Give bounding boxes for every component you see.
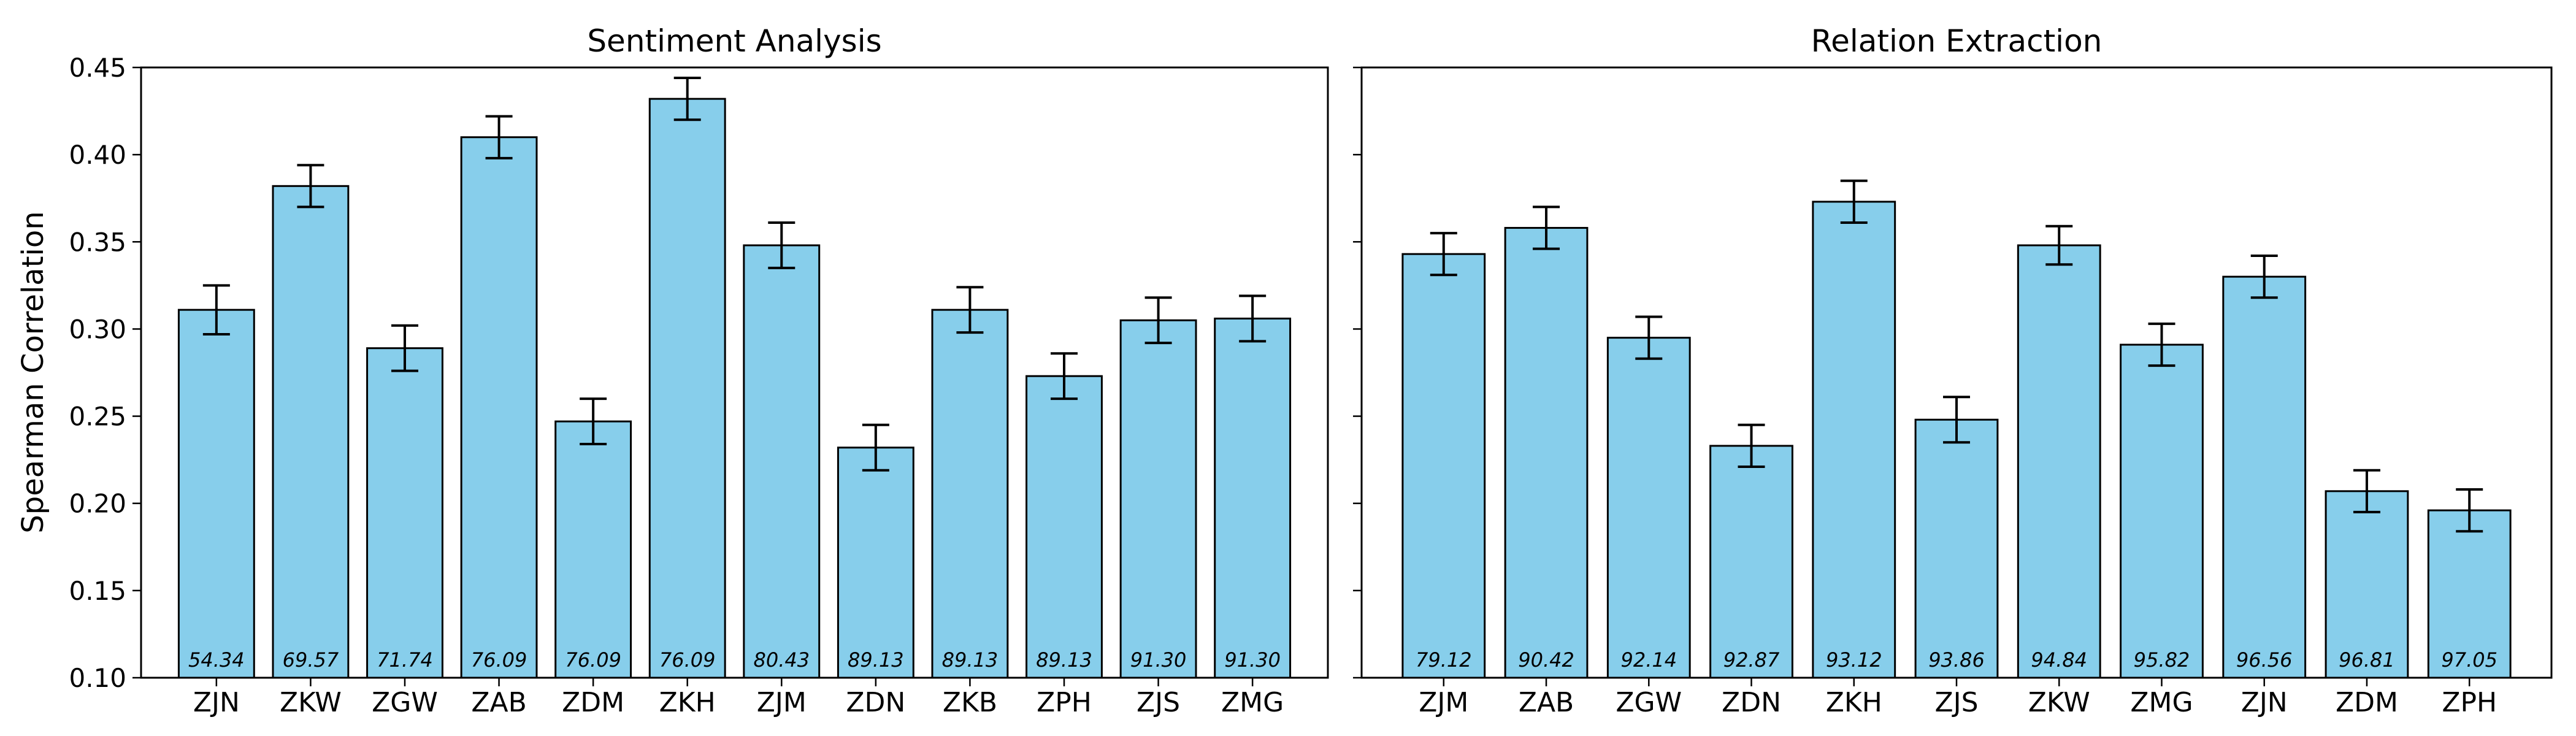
y-tick-label: 0.45 xyxy=(69,53,126,83)
bar-accuracy-label: 80.43 xyxy=(753,648,810,672)
bar-zdm xyxy=(2325,490,2409,679)
bar-accuracy-label: 71.74 xyxy=(377,648,433,672)
bar-accuracy-label: 92.87 xyxy=(1723,648,1780,672)
bar-accuracy-label: 93.86 xyxy=(1928,648,1985,672)
x-tick-label: ZDN xyxy=(846,687,905,718)
bar-accuracy-label: 96.56 xyxy=(2236,648,2293,672)
x-tick-label: ZKH xyxy=(659,687,716,718)
bar-accuracy-label: 94.84 xyxy=(2031,648,2087,672)
bar-zjs xyxy=(1914,418,1999,679)
y-tick-label: 0.20 xyxy=(69,489,126,519)
bar-accuracy-label: 69.57 xyxy=(283,648,339,672)
bar-accuracy-label: 76.09 xyxy=(565,648,621,672)
bar-zjn xyxy=(177,309,255,679)
bar-zdn xyxy=(1709,445,1793,679)
bar-accuracy-label: 95.82 xyxy=(2134,648,2190,672)
bar-accuracy-label: 90.42 xyxy=(1518,648,1574,672)
bar-accuracy-label: 89.13 xyxy=(942,648,999,672)
bar-zjn xyxy=(2222,275,2307,679)
bar-zkh xyxy=(648,98,726,679)
chart-title: Sentiment Analysis xyxy=(587,23,881,59)
bar-zgw xyxy=(366,347,443,679)
bar-accuracy-label: 54.34 xyxy=(188,648,245,672)
x-tick-label: ZDN xyxy=(1722,687,1781,718)
chart-title: Relation Extraction xyxy=(1811,23,2103,59)
x-tick-label: ZDM xyxy=(2336,687,2398,718)
bar-zjs xyxy=(1119,319,1197,679)
y-tick-label: 0.15 xyxy=(69,576,126,606)
x-tick-label: ZJM xyxy=(757,687,807,718)
bar-zkw xyxy=(272,185,350,679)
bar-accuracy-label: 91.30 xyxy=(1224,648,1281,672)
bar-zph xyxy=(1025,375,1103,679)
y-tick-label: 0.35 xyxy=(69,227,126,257)
bar-zkw xyxy=(2017,244,2101,679)
bar-accuracy-label: 76.09 xyxy=(471,648,527,672)
bar-accuracy-label: 76.09 xyxy=(659,648,716,672)
y-tick-label: 0.30 xyxy=(69,314,126,344)
bar-zgw xyxy=(1606,337,1691,679)
bar-zab xyxy=(1504,227,1589,679)
axes-frame xyxy=(1360,66,2553,679)
x-tick-label: ZMG xyxy=(1221,687,1284,718)
axes-frame xyxy=(140,66,1329,679)
bar-accuracy-label: 79.12 xyxy=(1416,648,1472,672)
y-tick-label: 0.40 xyxy=(69,140,126,170)
x-tick-label: ZKH xyxy=(1826,687,1882,718)
chart-panel-relation-extraction: Relation Extraction 79.12 ZJM 90.42 ZAB 92.14… xyxy=(1353,23,2553,718)
x-tick-label: ZPH xyxy=(2442,687,2497,718)
bar-accuracy-label: 96.81 xyxy=(2339,648,2395,672)
chart-panel-sentiment-analysis: Sentiment Analysis 0.10 0.15 0.20 0.25 0.30 0.… xyxy=(69,23,1329,718)
bar-zmg xyxy=(2120,343,2204,679)
x-tick-label: ZMG xyxy=(2130,687,2193,718)
x-tick-label: ZAB xyxy=(471,687,526,718)
x-tick-label: ZJS xyxy=(1137,687,1180,718)
x-tick-label: ZJM xyxy=(1419,687,1468,718)
x-tick-label: ZAB xyxy=(1519,687,1574,718)
bar-accuracy-label: 89.13 xyxy=(848,648,904,672)
x-tick-label: ZGW xyxy=(372,687,438,718)
bar-accuracy-label: 97.05 xyxy=(2441,648,2497,672)
x-tick-label: ZJN xyxy=(193,687,240,718)
y-tick-label: 0.25 xyxy=(69,402,126,432)
x-tick-label: ZGW xyxy=(1616,687,1682,718)
bar-accuracy-label: 92.14 xyxy=(1620,648,1677,672)
x-tick-label: ZKW xyxy=(2028,687,2090,718)
x-tick-label: ZJN xyxy=(2241,687,2288,718)
bar-zab xyxy=(460,136,538,679)
bar-zdm xyxy=(554,420,632,679)
bar-zjm xyxy=(743,244,821,679)
bar-zmg xyxy=(1214,317,1292,679)
bar-zjm xyxy=(1401,253,1486,679)
y-axis-label: Spearman Correlation xyxy=(16,211,50,533)
bar-zkb xyxy=(931,309,1009,679)
bar-zdn xyxy=(837,447,914,679)
y-tick-label: 0.10 xyxy=(69,663,126,693)
bar-accuracy-label: 93.12 xyxy=(1826,648,1882,672)
x-tick-label: ZKB xyxy=(943,687,997,718)
bar-accuracy-label: 89.13 xyxy=(1036,648,1092,672)
x-tick-label: ZJS xyxy=(1934,687,1978,718)
bar-zkh xyxy=(1812,201,1896,679)
bar-accuracy-label: 91.30 xyxy=(1130,648,1187,672)
x-tick-label: ZPH xyxy=(1037,687,1092,718)
x-tick-label: ZKW xyxy=(280,687,342,718)
x-tick-label: ZDM xyxy=(562,687,624,718)
